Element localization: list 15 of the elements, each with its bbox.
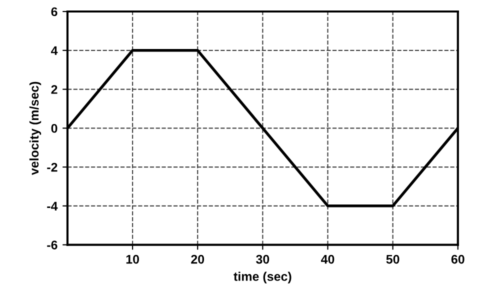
y-tick-label: 4 bbox=[50, 46, 58, 55]
x-tick-label: 30 bbox=[256, 254, 270, 264]
y-tick-label: -6 bbox=[47, 240, 58, 250]
y-tick-label: 2 bbox=[51, 85, 58, 94]
x-tick-label: 20 bbox=[191, 254, 204, 264]
y-axis-title: velocity (m/sec) bbox=[29, 82, 42, 176]
y-tick-label: 6 bbox=[51, 7, 58, 16]
x-tick-label: 60 bbox=[451, 254, 464, 264]
x-tick-label: 40 bbox=[321, 254, 334, 264]
y-tick-label: 0 bbox=[51, 124, 58, 133]
y-tick-label: -2 bbox=[47, 162, 58, 172]
x-tick-label: 10 bbox=[126, 254, 139, 264]
x-axis-title: time (sec) bbox=[234, 272, 292, 284]
x-tick-label: 50 bbox=[386, 254, 400, 264]
y-tick-label: -4 bbox=[47, 202, 58, 210]
